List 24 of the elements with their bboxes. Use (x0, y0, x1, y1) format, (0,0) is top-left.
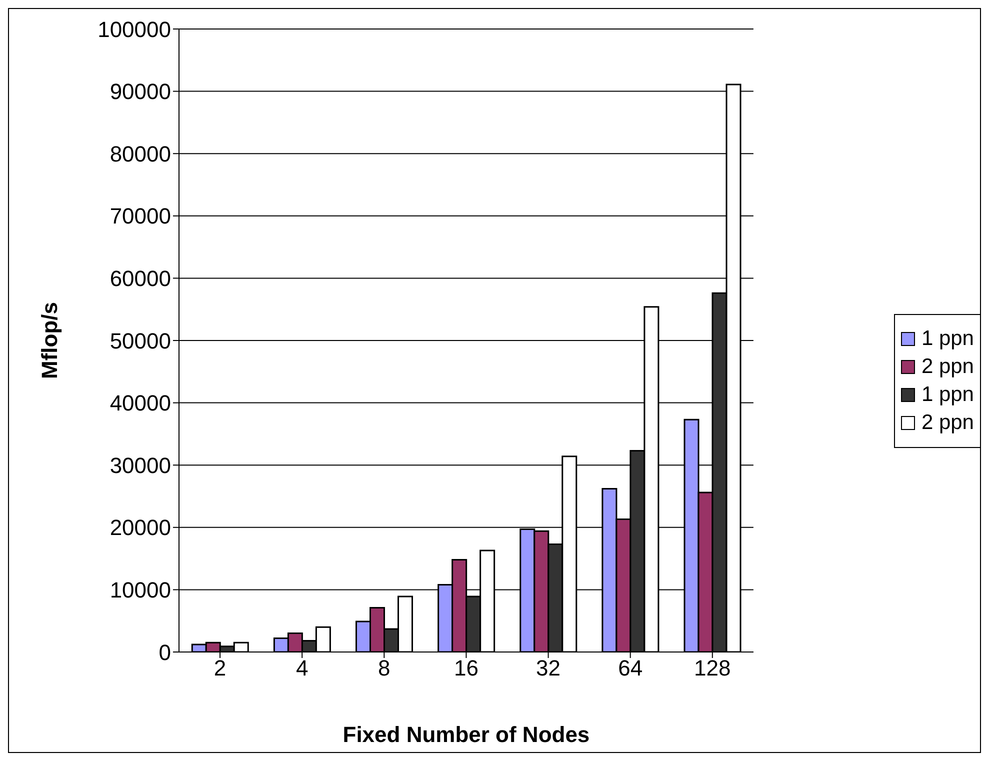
y-tick-label: 100000 (98, 16, 171, 42)
y-tick-label: 0 (158, 640, 171, 665)
y-tick-label: 50000 (110, 328, 171, 354)
legend-label: 1 ppn (921, 326, 974, 350)
x-tick-label: 128 (694, 656, 731, 681)
y-tick-label: 30000 (110, 452, 171, 478)
legend-label: 2 ppn (921, 410, 974, 434)
x-tick-label: 8 (378, 656, 390, 681)
y-tick-label: 10000 (110, 578, 171, 603)
y-tick-label: 90000 (110, 79, 171, 104)
y-tick-label: 70000 (110, 204, 171, 229)
x-axis-title: Fixed Number of Nodes (342, 722, 590, 747)
y-tick-label: 60000 (110, 266, 171, 292)
x-tick-label: 2 (214, 656, 226, 681)
x-tick-label: 32 (536, 656, 561, 681)
y-tick-label: 80000 (110, 141, 171, 166)
y-tick-label: 20000 (110, 515, 171, 540)
legend-label: 2 ppn (921, 354, 974, 378)
x-tick-label: 16 (454, 656, 478, 681)
x-tick-label: 64 (618, 656, 643, 681)
legend-label: 1 ppn (921, 382, 974, 406)
y-tick-label: 40000 (110, 390, 171, 416)
x-tick-label: 4 (296, 656, 308, 681)
y-axis-title: Mflop/s (36, 302, 62, 379)
